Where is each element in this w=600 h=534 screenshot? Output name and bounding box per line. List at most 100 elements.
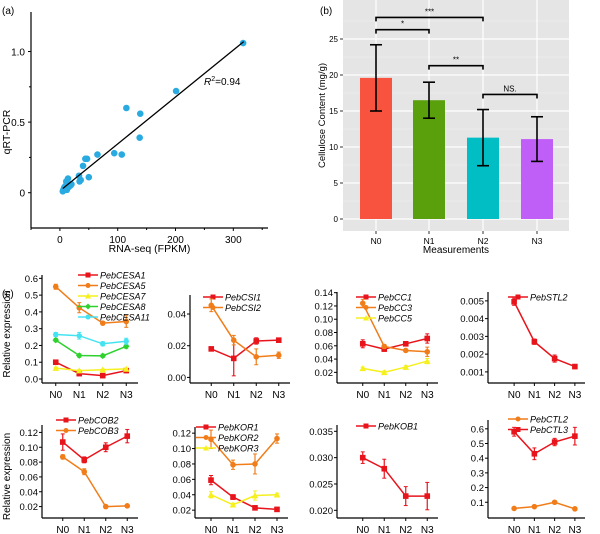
y-tick-label: 0.4 xyxy=(25,307,38,318)
y-tick-label: 0.02 xyxy=(315,368,334,379)
significance-label: *** xyxy=(425,7,434,16)
legend-label: PebCSI2 xyxy=(225,303,261,313)
panel-c-chart-7: 0.020 0.025 0.030 0.035 N0 N1 N2 N3 PebKOB1 xyxy=(309,422,438,534)
marker-circle xyxy=(424,348,431,355)
legend-item-pebcesa8: PebCESA8 xyxy=(78,302,146,312)
y-tick-label: 0.12 xyxy=(20,428,39,439)
marker-square xyxy=(252,505,258,511)
y-tick-label: 0 xyxy=(19,189,25,200)
x-tick-label: N0 xyxy=(371,236,382,246)
y-tick-label: 0.02 xyxy=(20,502,39,513)
y-tick-label: 0.4 xyxy=(471,454,484,465)
y-tick-label: 5 xyxy=(334,179,339,188)
legend-label: PebCC5 xyxy=(378,314,413,324)
marker-square xyxy=(208,346,215,352)
bar-n1 xyxy=(413,100,445,219)
legend-item-pebcsi2: PebCSI2 xyxy=(203,303,261,313)
marker-triangle xyxy=(363,315,369,321)
x-tick-label: N0 xyxy=(356,525,369,534)
panel-label-b: (b) xyxy=(320,6,332,17)
marker-diamond xyxy=(85,303,91,310)
legend-item-pebcesa1: PebCESA1 xyxy=(78,271,146,281)
marker-square xyxy=(203,424,209,430)
legend-label: PebCESA7 xyxy=(100,292,147,302)
series-line xyxy=(210,339,279,360)
marker-triangle xyxy=(359,365,367,372)
y-axis-label: Relative expression xyxy=(2,290,13,377)
scatter-point xyxy=(83,155,91,163)
x-tick-label: N1 xyxy=(528,390,541,401)
y-axis-label: Relative expression xyxy=(2,433,13,520)
legend-item-pebcc5: PebCC5 xyxy=(356,314,413,324)
y-tick-label: 0.005 xyxy=(460,296,484,307)
x-tick-label: N0 xyxy=(205,390,218,401)
y-tick-label: 0.3 xyxy=(471,468,484,479)
x-tick-label: N3 xyxy=(568,390,581,401)
marker-diamond xyxy=(99,352,107,360)
marker-circle xyxy=(203,435,209,440)
legend-item-pebcc3: PebCC3 xyxy=(356,303,412,313)
series-line xyxy=(210,494,278,506)
scatter-point xyxy=(172,87,180,95)
x-tick-label: N2 xyxy=(399,525,412,534)
marker-square xyxy=(99,372,106,379)
x-tick-label: N2 xyxy=(399,390,412,401)
significance-label: * xyxy=(401,20,404,29)
marker-circle xyxy=(76,304,83,311)
series-pebkor1 xyxy=(208,475,280,513)
legend-label: PebKOR1 xyxy=(218,423,259,433)
y-tick-label: 0.04 xyxy=(20,487,39,498)
y-tick-label: 0.030 xyxy=(309,453,333,464)
y-tick-label: 0.10 xyxy=(173,444,192,455)
legend-label: PebCTL2 xyxy=(530,415,568,425)
series-line xyxy=(210,438,278,466)
marker-square xyxy=(210,294,216,300)
marker-square xyxy=(511,428,517,435)
y-tick-label: 10 xyxy=(329,143,338,152)
series-pebcesa11 xyxy=(52,331,130,347)
series-pebcc3 xyxy=(359,298,431,357)
series-pebcob3 xyxy=(59,454,131,510)
marker-square xyxy=(531,338,538,345)
marker-square xyxy=(124,433,131,439)
y-tick-label: 0 xyxy=(334,215,339,224)
x-tick-label: N1 xyxy=(424,236,435,246)
y-tick-label: 0.08 xyxy=(315,328,334,339)
y-tick-label: 0.002 xyxy=(460,350,484,361)
marker-circle xyxy=(99,320,106,326)
legend-label: PebKOB1 xyxy=(378,422,418,432)
marker-square xyxy=(363,294,369,300)
marker-square xyxy=(402,493,409,499)
x-tick-label: N2 xyxy=(548,525,561,534)
panel-c-chart-1: 0.0 0.1 0.2 0.3 0.4 0.5 0.6 N0 N1 N2 N3 (c)Relative… xyxy=(2,271,150,402)
legend-label: PebCESA5 xyxy=(100,281,147,291)
y-tick-label: 0.5 xyxy=(11,118,25,129)
legend-item-pebkor1: PebKOR1 xyxy=(196,423,259,433)
y-tick-label: 0.06 xyxy=(315,341,334,352)
y-axis-label: qRT-PCR xyxy=(1,109,13,154)
series-line xyxy=(55,333,127,345)
y-tick-label: 25 xyxy=(329,35,338,44)
marker-triangle xyxy=(85,293,91,299)
x-tick-label: N2 xyxy=(250,390,263,401)
y-tick-label: 1.0 xyxy=(11,48,25,59)
series-line xyxy=(55,339,127,357)
series-line xyxy=(62,435,128,461)
y-tick-label: 0.12 xyxy=(173,429,192,440)
series-pebcesa7 xyxy=(52,364,130,374)
y-tick-label: 0.6 xyxy=(471,424,484,435)
marker-square xyxy=(230,494,236,500)
marker-circle xyxy=(124,503,131,509)
r-symbol: R xyxy=(204,77,211,88)
marker-square xyxy=(511,298,517,305)
series-line xyxy=(55,361,127,377)
series-line xyxy=(362,456,428,497)
marker-circle xyxy=(123,318,130,325)
marker-square xyxy=(551,439,558,445)
scatter-point xyxy=(94,151,101,158)
scatter-point xyxy=(239,39,247,47)
marker-triangle xyxy=(423,357,431,364)
series-pebcsi1 xyxy=(208,337,282,377)
y-tick-label: 0.06 xyxy=(20,472,39,483)
